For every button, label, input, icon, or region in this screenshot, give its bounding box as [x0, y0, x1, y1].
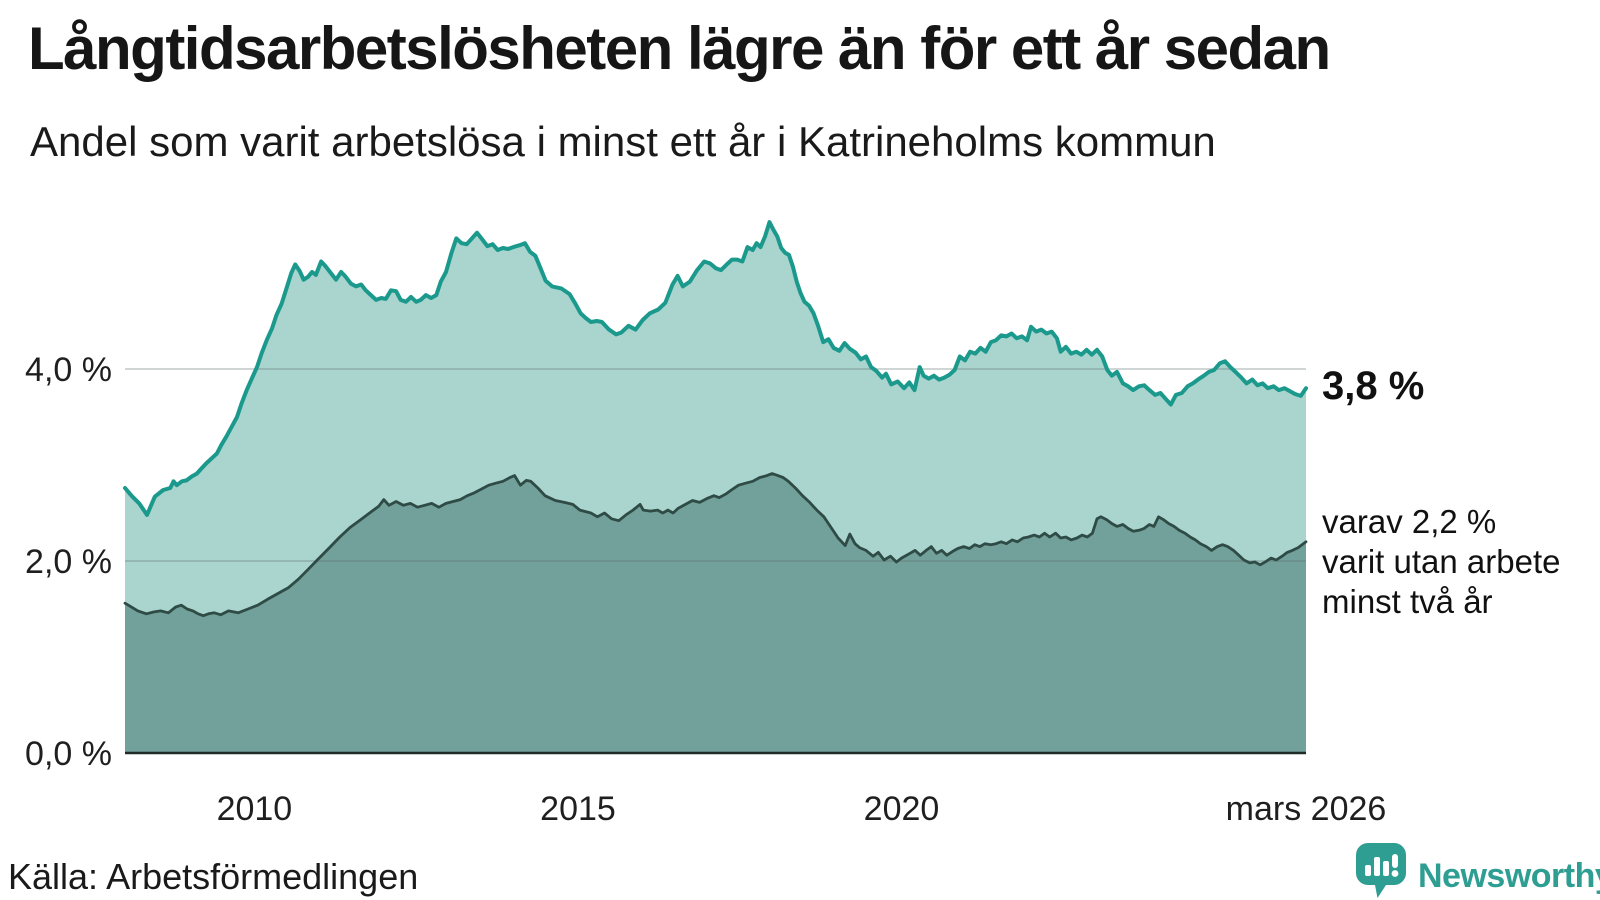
- y-tick-label: 4,0 %: [25, 351, 112, 389]
- series-line-twoyear: [123, 472, 1308, 618]
- source-note: Källa: Arbetsförmedlingen: [8, 856, 419, 897]
- page-subtitle: Andel som varit arbetslösa i minst ett å…: [30, 118, 1216, 165]
- x-tick-label: 2010: [217, 790, 293, 828]
- x-tick-label: 2015: [540, 790, 616, 828]
- x-tick-label: mars 2026: [1226, 790, 1387, 828]
- latest-value-label: 3,8 %: [1322, 364, 1425, 409]
- series-line-total: [123, 220, 1308, 517]
- twoyear-annotation-line: minst två år: [1322, 582, 1493, 620]
- page-title: Långtidsarbetslösheten lägre än för ett …: [28, 15, 1331, 82]
- twoyear-series-annotation: varav 2,2 % varit utan arbete minst två …: [1322, 502, 1560, 622]
- area-fill-twoyear: [125, 473, 1306, 753]
- twoyear-annotation-line: varit utan arbete: [1322, 542, 1561, 580]
- newsworthy-speech-bubble-bar-chart-icon: [1356, 843, 1406, 898]
- brand-wordmark: Newsworthy: [1418, 857, 1600, 895]
- y-tick-label: 2,0 %: [25, 543, 112, 581]
- newsworthy-logo: Newsworthy: [1356, 843, 1600, 899]
- x-tick-label: 2020: [864, 790, 940, 828]
- twoyear-annotation-line: varav 2,2 %: [1322, 502, 1497, 540]
- y-tick-label: 0,0 %: [25, 735, 112, 773]
